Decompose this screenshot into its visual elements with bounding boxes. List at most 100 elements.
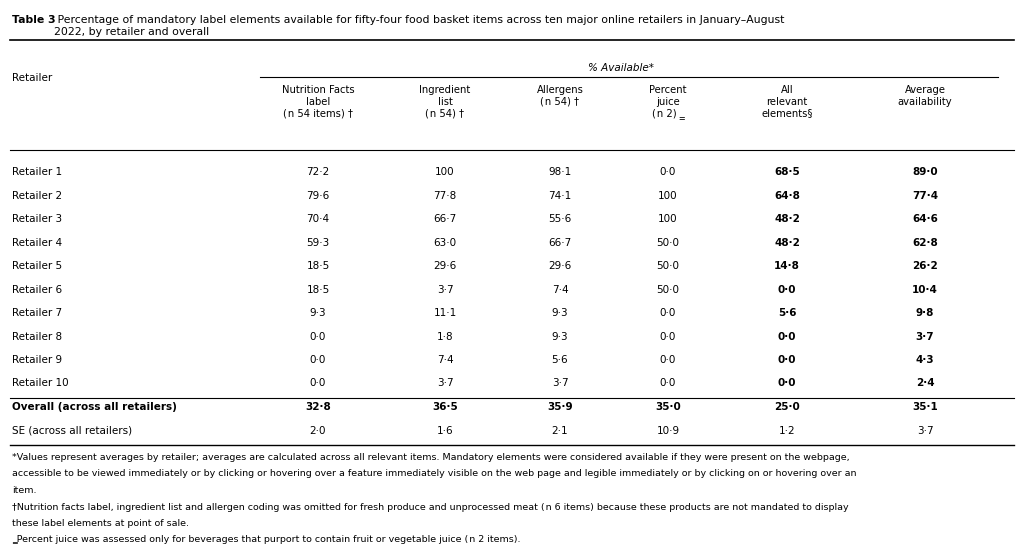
Text: 18·5: 18·5 (306, 261, 330, 271)
Text: Percent
juice
( n 2) ‗: Percent juice ( n 2) ‗ (649, 85, 687, 119)
Text: 2·1: 2·1 (552, 426, 568, 435)
Text: 63·0: 63·0 (433, 238, 457, 247)
Text: 50·0: 50·0 (656, 238, 680, 247)
Text: these label elements at point of sale.: these label elements at point of sale. (12, 519, 189, 528)
Text: 11·1: 11·1 (433, 308, 457, 318)
Text: 55·6: 55·6 (549, 214, 571, 224)
Text: 0·0: 0·0 (778, 331, 797, 342)
Text: 3·7: 3·7 (436, 284, 454, 294)
Text: 72·2: 72·2 (306, 167, 330, 177)
Text: 3·7: 3·7 (916, 426, 933, 435)
Text: Ingredient
list
( n 54) †: Ingredient list ( n 54) † (420, 85, 471, 118)
Text: 3·7: 3·7 (436, 378, 454, 389)
Text: 66·7: 66·7 (549, 238, 571, 247)
Text: Retailer 6: Retailer 6 (12, 284, 62, 294)
Text: †Nutrition facts label, ingredient list and allergen coding was omitted for fres: †Nutrition facts label, ingredient list … (12, 502, 849, 512)
Text: Overall (across all retailers): Overall (across all retailers) (12, 402, 177, 412)
Text: 35·0: 35·0 (655, 402, 681, 412)
Text: 9·3: 9·3 (552, 331, 568, 342)
Text: 29·6: 29·6 (433, 261, 457, 271)
Text: 9·8: 9·8 (915, 308, 934, 318)
Text: 77·8: 77·8 (433, 191, 457, 201)
Text: % Available*: % Available* (589, 63, 654, 73)
Text: 25·0: 25·0 (774, 402, 800, 412)
Text: 70·4: 70·4 (306, 214, 330, 224)
Text: 98·1: 98·1 (549, 167, 571, 177)
Text: 74·1: 74·1 (549, 191, 571, 201)
Text: 7·4: 7·4 (436, 355, 454, 365)
Text: Retailer 3: Retailer 3 (12, 214, 62, 224)
Text: Retailer 8: Retailer 8 (12, 331, 62, 342)
Text: Retailer 1: Retailer 1 (12, 167, 62, 177)
Text: 50·0: 50·0 (656, 284, 680, 294)
Text: 48·2: 48·2 (774, 238, 800, 247)
Text: 79·6: 79·6 (306, 191, 330, 201)
Text: Retailer 5: Retailer 5 (12, 261, 62, 271)
Text: Retailer 10: Retailer 10 (12, 378, 69, 389)
Text: item.: item. (12, 486, 37, 495)
Text: 50·0: 50·0 (656, 261, 680, 271)
Text: 7·4: 7·4 (552, 284, 568, 294)
Text: 0·0: 0·0 (310, 378, 327, 389)
Text: ‗Percent juice was assessed only for beverages that purport to contain fruit or : ‗Percent juice was assessed only for bev… (12, 536, 520, 544)
Text: 0·0: 0·0 (659, 167, 676, 177)
Text: SE (across all retailers): SE (across all retailers) (12, 426, 132, 435)
Text: 18·5: 18·5 (306, 284, 330, 294)
Text: 3·7: 3·7 (552, 378, 568, 389)
Text: All
relevant
elements§: All relevant elements§ (761, 85, 813, 118)
Text: Retailer: Retailer (12, 73, 52, 83)
Text: Percentage of mandatory label elements available for fifty-four food basket item: Percentage of mandatory label elements a… (54, 15, 784, 37)
Text: Average
availability: Average availability (898, 85, 952, 107)
Text: 64·8: 64·8 (774, 191, 800, 201)
Text: Retailer 7: Retailer 7 (12, 308, 62, 318)
Text: 0·0: 0·0 (659, 331, 676, 342)
Text: 29·6: 29·6 (549, 261, 571, 271)
Text: Retailer 9: Retailer 9 (12, 355, 62, 365)
Text: 0·0: 0·0 (310, 355, 327, 365)
Text: 1·6: 1·6 (436, 426, 454, 435)
Text: 62·8: 62·8 (912, 238, 938, 247)
Text: Retailer 4: Retailer 4 (12, 238, 62, 247)
Text: 9·3: 9·3 (309, 308, 327, 318)
Text: Retailer 2: Retailer 2 (12, 191, 62, 201)
Text: 48·2: 48·2 (774, 214, 800, 224)
Text: 5·6: 5·6 (778, 308, 797, 318)
Text: 0·0: 0·0 (778, 284, 797, 294)
Text: 100: 100 (658, 191, 678, 201)
Text: 35·9: 35·9 (547, 402, 572, 412)
Text: Table 3: Table 3 (12, 15, 55, 25)
Text: 0·0: 0·0 (778, 355, 797, 365)
Text: 1·2: 1·2 (778, 426, 796, 435)
Text: 9·3: 9·3 (552, 308, 568, 318)
Text: 59·3: 59·3 (306, 238, 330, 247)
Text: 2·0: 2·0 (309, 426, 327, 435)
Text: 66·7: 66·7 (433, 214, 457, 224)
Text: 0·0: 0·0 (659, 378, 676, 389)
Text: 0·0: 0·0 (778, 378, 797, 389)
Text: 2·4: 2·4 (915, 378, 934, 389)
Text: 35·1: 35·1 (912, 402, 938, 412)
Text: Allergens
( n 54) †: Allergens ( n 54) † (537, 85, 584, 107)
Text: 26·2: 26·2 (912, 261, 938, 271)
Text: 64·6: 64·6 (912, 214, 938, 224)
Text: 0·0: 0·0 (659, 308, 676, 318)
Text: 32·8: 32·8 (305, 402, 331, 412)
Text: 1·8: 1·8 (436, 331, 454, 342)
Text: 36·5: 36·5 (432, 402, 458, 412)
Text: 10·4: 10·4 (912, 284, 938, 294)
Text: 4·3: 4·3 (915, 355, 934, 365)
Text: 5·6: 5·6 (552, 355, 568, 365)
Text: accessible to be viewed immediately or by clicking or hovering over a feature im: accessible to be viewed immediately or b… (12, 469, 856, 479)
Text: 89·0: 89·0 (912, 167, 938, 177)
Text: 77·4: 77·4 (912, 191, 938, 201)
Text: 0·0: 0·0 (310, 331, 327, 342)
Text: 0·0: 0·0 (659, 355, 676, 365)
Text: Nutrition Facts
label
( n 54 items) †: Nutrition Facts label ( n 54 items) † (282, 85, 354, 118)
Text: 68·5: 68·5 (774, 167, 800, 177)
Text: 3·7: 3·7 (915, 331, 934, 342)
Text: 10·9: 10·9 (656, 426, 680, 435)
Text: 14·8: 14·8 (774, 261, 800, 271)
Text: 100: 100 (435, 167, 455, 177)
Text: 100: 100 (658, 214, 678, 224)
Text: *Values represent averages by retailer; averages are calculated across all relev: *Values represent averages by retailer; … (12, 453, 850, 462)
